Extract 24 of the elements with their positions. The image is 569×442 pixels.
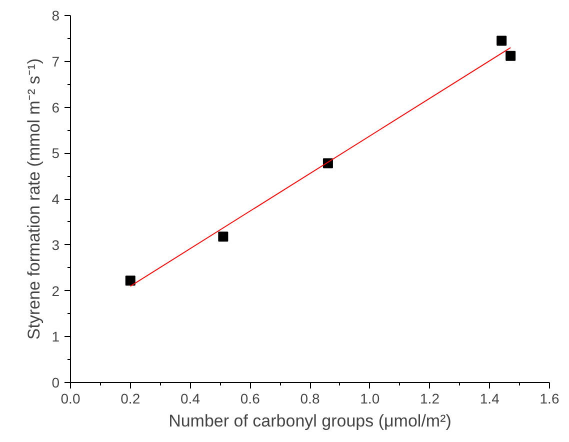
y-axis-title: Styrene formation rate (mmol m⁻² s⁻¹) <box>24 58 44 340</box>
x-tick-label: 1.2 <box>420 390 440 406</box>
x-tick-label: 0.6 <box>240 390 260 406</box>
x-tick-label: 0.0 <box>60 390 80 406</box>
x-tick-label: 1.4 <box>480 390 500 406</box>
y-tick-label: 5 <box>52 145 60 162</box>
x-tick-label: 0.2 <box>120 390 140 406</box>
x-tick-label: 1.6 <box>540 390 560 406</box>
y-tick-label: 4 <box>52 191 60 207</box>
y-tick-label: 7 <box>52 53 60 70</box>
y-tick-label: 6 <box>52 99 60 116</box>
point <box>218 232 228 242</box>
point <box>496 36 507 46</box>
x-tick-label: 1.0 <box>360 390 380 406</box>
x-tick-label: 0.4 <box>180 390 200 406</box>
y-tick-label: 2 <box>52 282 60 299</box>
x-tick-label: 0.8 <box>300 390 320 406</box>
x-axis-title: Number of carbonyl groups (μmol/m²) <box>168 412 452 430</box>
y-tick-label: 0 <box>52 374 60 390</box>
y-tick-label: 3 <box>52 236 60 253</box>
point <box>506 50 516 61</box>
y-tick-label: 1 <box>52 328 60 345</box>
y-tick-label: 8 <box>52 8 60 24</box>
point <box>125 276 136 286</box>
